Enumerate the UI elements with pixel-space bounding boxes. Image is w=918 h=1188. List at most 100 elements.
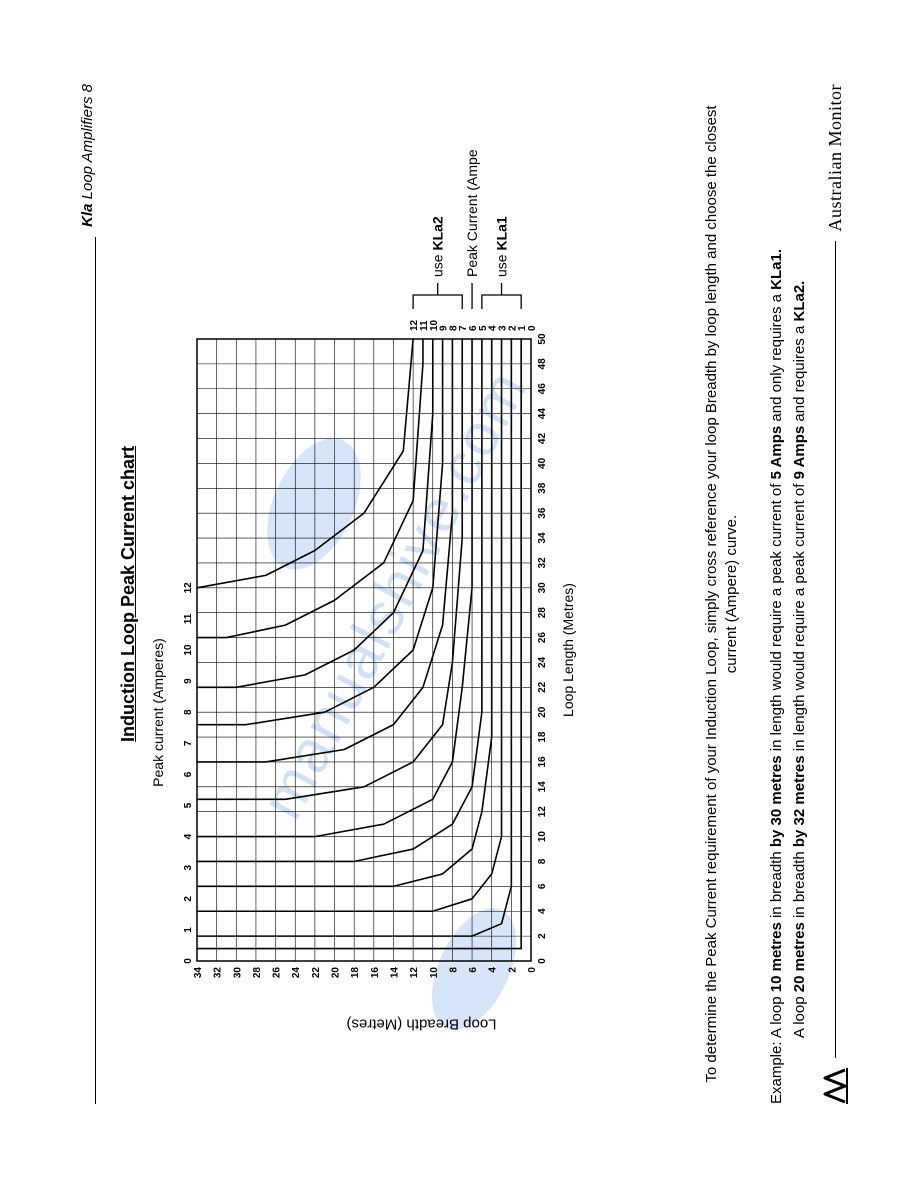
footer-brand: Australian Monitor [825, 84, 846, 231]
header-row: Kla Loop Amplifiers 8 [79, 84, 96, 1104]
svg-text:42: 42 [537, 433, 548, 445]
svg-text:24: 24 [537, 656, 548, 668]
content-column: Kla Loop Amplifiers 8 Induction Loop Pea… [49, 44, 869, 1144]
svg-text:10: 10 [429, 967, 440, 979]
chart-title: Induction Loop Peak Current chart [118, 84, 139, 1104]
svg-text:18: 18 [350, 967, 361, 979]
svg-text:22: 22 [537, 681, 548, 693]
ex1-h: KLa1. [768, 249, 785, 290]
svg-text:1: 1 [183, 927, 194, 933]
svg-text:0: 0 [527, 325, 538, 331]
example-block: Example: A loop 10 metres in breadth by … [766, 84, 811, 1104]
svg-text:2: 2 [507, 325, 518, 331]
ex2-f: 9 Amps [791, 426, 808, 480]
svg-text:16: 16 [537, 756, 548, 768]
rotated-content: Kla Loop Amplifiers 8 Induction Loop Pea… [49, 44, 869, 1144]
instruction-line-2: current (Ampere) curve. [723, 515, 740, 673]
svg-text:36: 36 [537, 507, 548, 519]
ex2-g: and requires a [791, 322, 808, 426]
svg-text:8: 8 [448, 967, 459, 973]
svg-text:28: 28 [537, 607, 548, 619]
svg-text:use KLa1: use KLa1 [494, 216, 510, 277]
svg-text:14: 14 [537, 781, 548, 793]
svg-text:20: 20 [537, 706, 548, 718]
svg-text:30: 30 [232, 967, 243, 979]
instruction-line-1: To determine the Peak Current requiremen… [703, 105, 720, 1082]
page: Kla Loop Amplifiers 8 Induction Loop Pea… [0, 0, 918, 1188]
doc-header: Kla Loop Amplifiers 8 [79, 84, 96, 227]
svg-text:10: 10 [429, 319, 440, 331]
svg-text:3: 3 [183, 864, 194, 870]
svg-text:0: 0 [537, 958, 548, 964]
svg-text:22: 22 [311, 967, 322, 979]
svg-text:12: 12 [537, 806, 548, 818]
svg-text:32: 32 [537, 557, 548, 569]
svg-text:11: 11 [183, 613, 194, 624]
ex1-g: and only requires a [768, 290, 785, 426]
svg-text:6: 6 [468, 325, 479, 331]
svg-text:Loop Length (Metres): Loop Length (Metres) [560, 583, 576, 717]
logo-icon [821, 1068, 849, 1104]
svg-text:1: 1 [517, 325, 528, 331]
chart-svg: Peak current (Amperes)024681012141618202… [149, 149, 579, 1009]
svg-text:8: 8 [448, 325, 459, 331]
svg-text:46: 46 [537, 383, 548, 395]
svg-text:12: 12 [183, 582, 194, 594]
svg-text:50: 50 [537, 333, 548, 345]
footer-rule [835, 241, 836, 1058]
ex1-a: A loop [768, 992, 785, 1038]
svg-text:34: 34 [193, 967, 204, 979]
svg-text:12: 12 [409, 967, 420, 979]
ex1-d: by 30 metres [768, 755, 785, 847]
svg-text:0: 0 [527, 967, 538, 973]
ex2-b: 20 metres [791, 922, 808, 992]
svg-text:0: 0 [183, 958, 194, 964]
svg-text:8: 8 [183, 709, 194, 715]
svg-text:2: 2 [507, 967, 518, 973]
header-prefix: Kla [79, 204, 96, 227]
ex1-b: 10 metres [768, 922, 785, 992]
svg-text:32: 32 [213, 967, 224, 979]
svg-text:9: 9 [439, 325, 450, 331]
svg-text:48: 48 [537, 358, 548, 370]
svg-text:24: 24 [291, 967, 302, 979]
svg-text:34: 34 [537, 532, 548, 544]
ex2-a: A loop [791, 992, 808, 1038]
ex1-e: in length would require a peak current o… [768, 479, 785, 755]
svg-text:11: 11 [419, 320, 430, 331]
svg-text:28: 28 [252, 967, 263, 979]
ex2-c: in breadth [791, 847, 808, 922]
svg-text:12: 12 [409, 319, 420, 331]
svg-text:2: 2 [183, 896, 194, 902]
header-text: Loop Amplifiers 8 [79, 84, 96, 204]
header-rule [95, 237, 96, 1104]
ex2-d: by 32 metres [791, 755, 808, 847]
ex1-c: in breadth [768, 847, 785, 922]
svg-text:6: 6 [468, 967, 479, 973]
svg-text:5: 5 [478, 325, 489, 331]
svg-text:26: 26 [272, 967, 283, 979]
y-axis-label-container: Loop Breadth (Metres) [241, 1009, 601, 1039]
svg-text:6: 6 [537, 883, 548, 889]
svg-text:44: 44 [537, 408, 548, 420]
svg-text:38: 38 [537, 482, 548, 494]
svg-text:5: 5 [183, 802, 194, 808]
svg-text:10: 10 [183, 644, 194, 656]
instruction-text: To determine the Peak Current requiremen… [702, 84, 743, 1104]
svg-text:2: 2 [537, 933, 548, 939]
svg-text:4: 4 [488, 325, 499, 331]
svg-text:14: 14 [389, 967, 400, 979]
svg-text:9: 9 [183, 678, 194, 684]
example-lead: Example: [768, 1038, 785, 1104]
footer: Australian Monitor [811, 84, 849, 1104]
y-axis-label: Loop Breadth (Metres) [346, 1015, 496, 1032]
svg-text:4: 4 [537, 908, 548, 914]
svg-text:26: 26 [537, 632, 548, 644]
svg-text:use KLa2: use KLa2 [430, 216, 446, 277]
svg-text:16: 16 [370, 967, 381, 979]
svg-text:20: 20 [331, 967, 342, 979]
svg-text:7: 7 [183, 740, 194, 746]
svg-text:40: 40 [537, 457, 548, 469]
svg-text:Peak Current (Amperes): Peak Current (Amperes) [464, 149, 480, 277]
svg-text:Peak current (Amperes): Peak current (Amperes) [150, 638, 166, 787]
